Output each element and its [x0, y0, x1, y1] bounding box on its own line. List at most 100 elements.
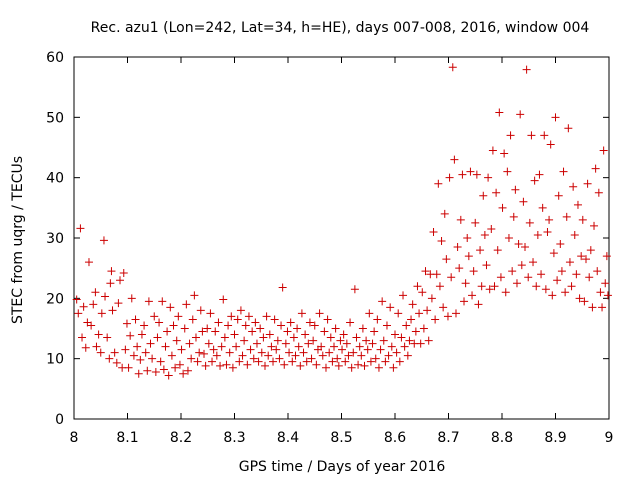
data-point [278, 283, 287, 292]
data-point [235, 357, 244, 366]
data-point [119, 268, 128, 277]
data-point [533, 230, 542, 239]
data-point [188, 315, 197, 324]
data-point [391, 330, 399, 339]
data-point [94, 330, 103, 339]
data-point [301, 330, 310, 339]
data-point [541, 285, 550, 294]
data-point [363, 345, 372, 354]
data-point [129, 351, 138, 360]
data-point [76, 224, 85, 233]
data-point [281, 339, 290, 348]
data-point [551, 113, 560, 122]
data-point [222, 360, 231, 369]
data-point [214, 318, 223, 327]
data-point [434, 179, 443, 188]
data-point [217, 342, 226, 351]
data-point [183, 366, 192, 375]
data-point [509, 212, 518, 221]
data-point [453, 243, 462, 252]
data-point [151, 367, 160, 376]
data-point [581, 255, 590, 264]
data-point [270, 315, 279, 324]
data-point [458, 170, 467, 179]
data-point [294, 342, 303, 351]
data-point [562, 212, 571, 221]
data-point [445, 173, 454, 182]
data-point [400, 342, 409, 351]
data-point [577, 252, 586, 261]
data-point [466, 167, 475, 176]
data-point [477, 282, 486, 291]
data-point [500, 149, 509, 158]
data-point [248, 327, 257, 336]
data-point [272, 345, 281, 354]
data-point [193, 357, 202, 366]
data-point [107, 267, 116, 276]
data-point [569, 182, 578, 191]
data-point [116, 276, 125, 285]
data-point [366, 357, 375, 366]
data-point [548, 291, 557, 300]
data-point [557, 267, 566, 276]
data-point [338, 345, 347, 354]
data-point [349, 348, 358, 357]
data-point [546, 140, 555, 149]
data-point [251, 318, 260, 327]
data-point [326, 333, 335, 342]
data-point [456, 215, 465, 224]
data-point [521, 243, 530, 252]
data-point [195, 348, 204, 357]
data-point [421, 267, 430, 276]
data-point [490, 282, 499, 291]
data-point [482, 261, 491, 270]
data-point [472, 170, 481, 179]
data-point [405, 336, 414, 345]
data-point [583, 179, 592, 188]
data-point [153, 333, 162, 342]
data-point [101, 292, 110, 301]
data-point [246, 345, 255, 354]
data-point [277, 321, 286, 330]
data-point [360, 361, 369, 370]
data-point [447, 273, 456, 282]
data-point [140, 321, 149, 330]
data-point [238, 351, 247, 360]
data-point [357, 351, 366, 360]
data-point [451, 309, 460, 318]
data-point [124, 363, 133, 372]
x-tick-label: 9 [605, 430, 614, 446]
data-point [122, 319, 131, 328]
data-point [373, 315, 382, 324]
data-point [175, 360, 184, 369]
data-point [443, 312, 452, 321]
data-point [307, 354, 316, 363]
data-point [206, 309, 215, 318]
data-point [432, 270, 441, 279]
data-point [501, 288, 510, 297]
data-point [336, 336, 345, 345]
data-point [423, 306, 432, 315]
data-point [354, 360, 363, 369]
data-point [315, 309, 324, 318]
data-point [257, 348, 266, 357]
data-point [103, 333, 112, 342]
data-point [519, 197, 528, 206]
data-point [161, 342, 170, 351]
data-point [431, 315, 440, 324]
data-point [397, 333, 406, 342]
data-point [578, 215, 587, 224]
data-point [424, 336, 433, 345]
data-point [419, 324, 428, 333]
data-point [455, 264, 464, 273]
data-point [330, 342, 339, 351]
data-point [516, 110, 525, 119]
data-point [382, 321, 391, 330]
data-point [323, 315, 332, 324]
data-point [358, 324, 367, 333]
data-point [352, 333, 361, 342]
data-point [155, 318, 164, 327]
data-point [174, 312, 183, 321]
data-point [179, 369, 188, 378]
